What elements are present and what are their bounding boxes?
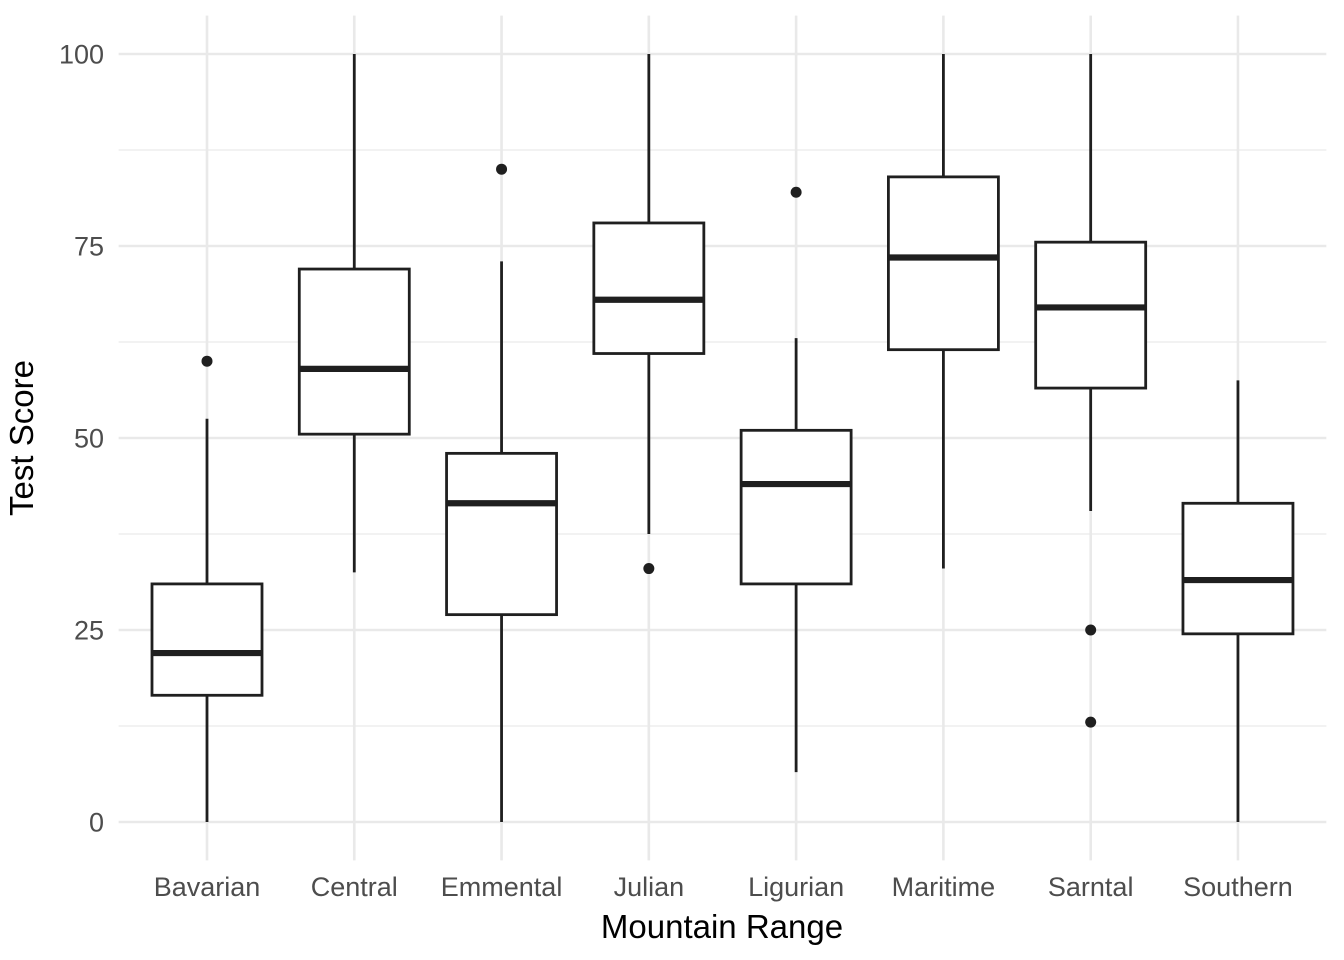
iqr-box: [297, 267, 411, 436]
y-tick-label: 0: [89, 808, 104, 838]
y-tick-label: 75: [74, 232, 104, 262]
x-axis-title: Mountain Range: [601, 908, 843, 945]
outlier-dot: [643, 563, 655, 575]
iqr-box: [887, 175, 1000, 352]
iqr-box: [592, 221, 706, 355]
x-tick-label: Southern: [1183, 872, 1293, 902]
outlier-dot: [1085, 624, 1097, 636]
x-tick-label: Bavarian: [154, 872, 261, 902]
boxplot-central: [297, 54, 411, 573]
boxplot-maritime: [887, 54, 1000, 569]
x-tick-label: Central: [311, 872, 398, 902]
gridlines: [118, 15, 1327, 861]
x-tick-label: Emmental: [441, 872, 563, 902]
iqr-box: [739, 428, 853, 586]
y-tick-label: 100: [59, 40, 104, 70]
boxplot-emmental: [445, 163, 558, 822]
x-tick-label: Julian: [614, 872, 685, 902]
iqr-box: [1034, 240, 1148, 390]
outlier-dot: [1085, 716, 1097, 728]
outlier-dot: [201, 355, 213, 367]
outlier-dot: [496, 163, 508, 175]
y-axis-title: Test Score: [3, 360, 40, 516]
iqr-box: [445, 451, 558, 617]
y-tick-label: 25: [74, 616, 104, 646]
x-tick-label: Ligurian: [748, 872, 844, 902]
boxplot-ligurian: [739, 186, 853, 773]
iqr-box: [1181, 501, 1295, 636]
x-tick-label: Sarntal: [1048, 872, 1134, 902]
boxplot-southern: [1181, 380, 1295, 822]
outlier-dot: [790, 186, 802, 198]
boxplots: [150, 54, 1295, 822]
iqr-box: [150, 582, 264, 697]
y-tick-label: 50: [74, 424, 104, 454]
axis-tick-labels: 0 25 50 75 100 Bavarian Central Emmental Julian L…: [59, 40, 1293, 903]
boxplot-julian: [592, 54, 706, 575]
boxplot-sarntal: [1034, 54, 1148, 728]
boxplot-bavarian: [150, 355, 264, 822]
x-tick-label: Maritime: [892, 872, 996, 902]
